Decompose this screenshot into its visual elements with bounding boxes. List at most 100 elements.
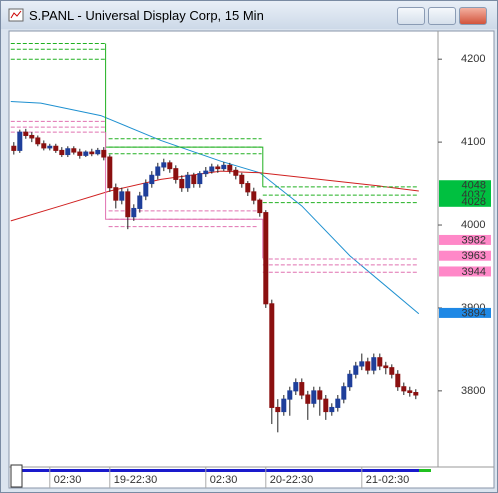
candle-body xyxy=(389,367,395,375)
minimize-button[interactable] xyxy=(397,7,425,25)
candle-body xyxy=(107,156,113,189)
price-label-box xyxy=(439,307,491,318)
candle-body xyxy=(407,390,413,394)
candle-body xyxy=(53,145,59,151)
candle-body xyxy=(35,137,41,145)
candle-body xyxy=(83,151,89,156)
price-label: 3963 xyxy=(462,250,486,262)
price-label: 3944 xyxy=(462,266,486,278)
candle-body xyxy=(305,394,311,404)
candle-body xyxy=(401,386,407,392)
x-tick-label: 21-02:30 xyxy=(366,474,409,486)
candle-body xyxy=(311,390,317,404)
candle-body xyxy=(395,373,401,388)
candle-body xyxy=(41,143,47,149)
scroll-thumb[interactable] xyxy=(10,464,23,488)
candle-body xyxy=(179,178,185,189)
indicator-line xyxy=(10,100,420,315)
candle-body xyxy=(317,390,323,400)
price-label-box xyxy=(439,189,491,200)
price-label-box xyxy=(439,250,491,261)
candle-body xyxy=(359,361,365,367)
candle-body xyxy=(215,166,221,170)
candle-body xyxy=(185,174,191,189)
candle-body xyxy=(413,392,419,396)
candle-body xyxy=(149,174,155,185)
candle-body xyxy=(71,148,77,153)
candle-body xyxy=(365,361,371,371)
chart-background xyxy=(8,30,495,489)
candle-body xyxy=(119,191,125,201)
candle-body xyxy=(101,149,107,158)
price-label-box xyxy=(439,234,491,245)
scrollbar[interactable] xyxy=(11,469,429,472)
candle-body xyxy=(281,398,287,413)
x-tick-label: 02:30 xyxy=(54,474,82,486)
x-tick-label: 20-22:30 xyxy=(270,474,313,486)
candle-body xyxy=(347,373,353,388)
app-icon xyxy=(8,8,24,22)
candle-body xyxy=(335,398,341,408)
y-tick-label: 3800 xyxy=(461,385,485,397)
candle-body xyxy=(377,357,383,367)
candle-body xyxy=(209,166,215,172)
candle-body xyxy=(233,169,239,176)
price-label: 4028 xyxy=(462,196,486,208)
price-label: 3894 xyxy=(462,307,486,319)
candle-body xyxy=(59,149,65,156)
candle-body xyxy=(155,166,161,176)
candle-body xyxy=(275,406,281,413)
candle-body xyxy=(245,183,251,193)
candle-body xyxy=(131,207,137,218)
candle-body xyxy=(287,390,293,400)
candle-body xyxy=(203,170,209,175)
y-tick-label: 4000 xyxy=(461,219,485,231)
candle-body xyxy=(341,386,347,400)
window-title: S.PANL - Universal Display Corp, 15 Min xyxy=(29,8,264,23)
price-label: 3982 xyxy=(462,234,486,246)
candle-body xyxy=(161,162,167,168)
candle-body xyxy=(29,134,35,139)
candle-body xyxy=(251,191,257,201)
candle-body xyxy=(137,195,143,209)
x-tick-label: 02:30 xyxy=(210,474,238,486)
indicator-line xyxy=(10,170,419,222)
y-tick-label: 4200 xyxy=(461,53,485,65)
candle-body xyxy=(293,382,299,392)
candle-body xyxy=(173,168,179,180)
x-tick-label: 19-22:30 xyxy=(114,474,157,486)
candle-body xyxy=(65,148,71,156)
maximize-button[interactable] xyxy=(428,7,456,25)
candle-body xyxy=(113,187,119,201)
candle-body xyxy=(269,303,275,408)
price-label-box xyxy=(439,266,491,277)
y-tick-label: 4100 xyxy=(461,136,485,148)
candle-body xyxy=(353,365,359,375)
candle-body xyxy=(11,145,17,151)
candle-body xyxy=(167,162,173,170)
price-label-box xyxy=(439,196,491,207)
candle-body xyxy=(77,151,83,156)
price-label-box xyxy=(439,180,491,191)
candle-body xyxy=(323,398,329,413)
candle-body xyxy=(89,151,95,155)
candle-body xyxy=(95,149,101,155)
candle-body xyxy=(227,164,233,171)
candle-body xyxy=(239,174,245,185)
candle-body xyxy=(17,131,23,151)
candle-body xyxy=(23,131,29,136)
candle-body xyxy=(383,365,389,369)
candle-body xyxy=(371,357,377,371)
candle-body xyxy=(191,174,197,185)
candle-body xyxy=(125,191,131,218)
close-button[interactable] xyxy=(459,7,487,25)
candle-body xyxy=(329,406,335,413)
candle-body xyxy=(257,199,263,214)
candle-body xyxy=(263,212,269,305)
title-bar: S.PANL - Universal Display Corp, 15 Min xyxy=(1,1,497,29)
candle-body xyxy=(143,183,149,197)
scrollbar-end xyxy=(419,469,431,472)
candle-body xyxy=(47,145,53,149)
